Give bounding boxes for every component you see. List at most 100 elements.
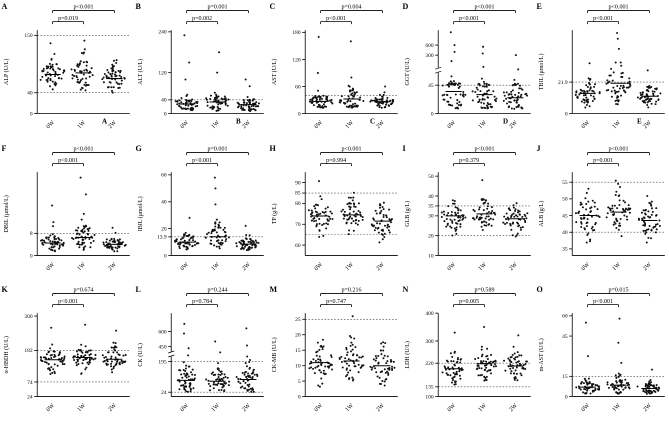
panel-G: 0 13.9 20 40 60 0W 1W 2W p<0.001 p=0.001 IBIL (μmo…	[134, 142, 268, 284]
y-axis-title: GLB (g/L)	[404, 201, 411, 227]
svg-text:1W: 1W	[210, 261, 221, 272]
p-value-label: p<0.001	[74, 5, 94, 11]
y-axis-title: ALP (U/L)	[3, 59, 10, 85]
svg-text:0W: 0W	[179, 120, 190, 131]
significance-brackets: p<0.001 p=0.001	[186, 146, 249, 166]
significance-brackets: p=0.001 p<0.001	[587, 146, 650, 166]
svg-text:55: 55	[562, 180, 568, 186]
points-0W	[442, 31, 467, 110]
points-0W	[39, 327, 66, 376]
panel-letter: E	[537, 2, 542, 11]
points-1W	[204, 340, 230, 393]
p-value-label: p=0.001	[207, 146, 227, 152]
svg-text:85: 85	[295, 190, 301, 196]
svg-text:0W: 0W	[447, 403, 458, 414]
panel-L-chart: 24 195 450 600 0W 1W 2W p=0.784 p=0.244 CK (U/L) L	[135, 285, 264, 414]
svg-text:15: 15	[295, 348, 301, 354]
svg-text:40: 40	[161, 98, 167, 104]
svg-text:1W: 1W	[210, 403, 221, 414]
y-tick-labels: 0 5 10 15 20 25	[295, 317, 301, 400]
significance-brackets: p<0.001 p<0.001	[453, 5, 517, 25]
svg-text:2W: 2W	[643, 120, 654, 131]
svg-text:300: 300	[24, 314, 33, 320]
panel-B-chart: 0 40 120 240 0W 1W 2W p=0.002 p=0.001 ALT (U/L) B B	[135, 2, 264, 131]
points-1W	[606, 317, 631, 396]
svg-text:0W: 0W	[313, 261, 324, 272]
svg-text:40: 40	[562, 230, 568, 236]
points-2W	[368, 85, 394, 109]
y-axis-title: TP (g/L)	[271, 203, 278, 224]
points-0W	[40, 204, 65, 252]
points-1W	[338, 315, 365, 382]
svg-text:1W: 1W	[478, 261, 489, 272]
svg-text:25: 25	[295, 317, 301, 323]
svg-text:45: 45	[562, 334, 568, 340]
y-tick-labels: 0 13.9 20 40 60	[157, 172, 167, 259]
points-0W	[174, 34, 199, 112]
y-axis-title: DBIL (μmol/L)	[3, 195, 10, 232]
svg-text:60: 60	[295, 84, 301, 90]
significance-brackets: p<0.001 p<0.001	[52, 146, 115, 166]
svg-text:45: 45	[429, 83, 435, 89]
points-2W	[370, 201, 393, 244]
svg-text:0W: 0W	[581, 403, 592, 414]
points-1W	[338, 40, 364, 109]
axes	[168, 30, 264, 114]
axes	[168, 171, 264, 256]
svg-text:90: 90	[295, 180, 301, 186]
svg-text:135: 135	[426, 385, 435, 391]
x-tick-labels: 0W 1W 2W	[447, 261, 519, 272]
p-value-label: p=0.747	[326, 299, 346, 305]
svg-text:220: 220	[426, 361, 435, 367]
points-2W	[102, 226, 127, 252]
svg-text:195: 195	[158, 360, 167, 366]
axes	[34, 30, 130, 114]
svg-text:150: 150	[24, 33, 33, 39]
axes	[301, 313, 398, 398]
panel-letter: G	[135, 144, 142, 153]
svg-text:0W: 0W	[313, 120, 324, 131]
svg-text:0W: 0W	[46, 403, 57, 414]
svg-text:15: 15	[562, 374, 568, 380]
panel-letter: M	[269, 285, 277, 294]
significance-brackets: p=0.005 p=0.589	[453, 288, 517, 308]
p-value-label: p<0.001	[460, 16, 480, 22]
y-axis-title: ALB (g/L)	[538, 201, 545, 227]
svg-text:2W: 2W	[509, 261, 520, 272]
p-value-label: p=0.019	[58, 16, 78, 22]
p-value-label: p<0.001	[58, 157, 78, 163]
p-value-label: p=0.002	[192, 16, 212, 22]
svg-text:0W: 0W	[46, 261, 57, 272]
svg-text:1W: 1W	[344, 403, 355, 414]
svg-text:1W: 1W	[77, 120, 88, 131]
y-tick-labels: 0 60 120 180	[292, 30, 301, 117]
svg-text:2W: 2W	[643, 261, 654, 272]
panel-letter: A	[2, 2, 8, 11]
panel-D: 0 45 300 600 0W 1W 2W p<0.001 p<0.001 GGT (U/L) D D	[401, 0, 535, 142]
significance-brackets: p=0.747 p=0.216	[319, 288, 383, 308]
svg-text:0: 0	[431, 111, 434, 117]
svg-text:0: 0	[565, 395, 568, 401]
svg-text:21.9: 21.9	[558, 80, 568, 86]
panel-F: 0 8 0W 1W 2W p<0.001 p<0.001 DBIL (μmol/L) F	[0, 142, 134, 284]
panel-letter: N	[403, 285, 409, 294]
panel-letter: J	[537, 144, 541, 153]
svg-text:35: 35	[429, 203, 435, 209]
points-1W	[605, 32, 632, 106]
points-0W	[308, 339, 333, 389]
axes	[301, 171, 398, 256]
panel-B: 0 40 120 240 0W 1W 2W p=0.002 p=0.001 ALT (U/L) B B	[134, 0, 268, 142]
significance-brackets: p<0.001 p=0.015	[587, 288, 650, 308]
p-value-label: p<0.001	[341, 146, 361, 152]
svg-text:60: 60	[562, 314, 568, 320]
axis-break	[435, 66, 442, 74]
svg-text:10: 10	[429, 253, 435, 259]
svg-text:600: 600	[426, 43, 435, 49]
x-tick-labels: 0W 1W 2W	[179, 120, 251, 131]
svg-text:1W: 1W	[210, 120, 221, 131]
points-2W	[503, 54, 529, 110]
significance-brackets: p<0.001 p=0.674	[52, 288, 115, 308]
svg-text:0W: 0W	[179, 403, 190, 414]
